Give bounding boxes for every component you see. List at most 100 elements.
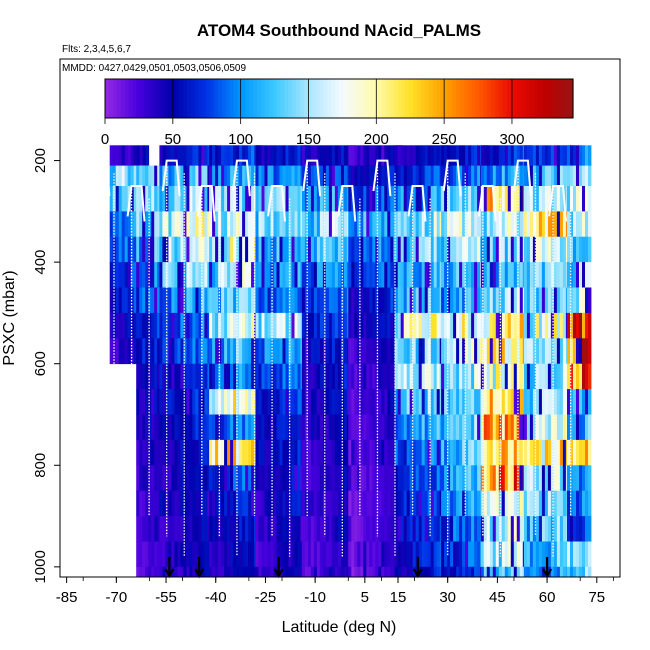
colorbar-segment	[280, 79, 285, 118]
heatmap-cell	[486, 287, 491, 314]
heatmap-cell	[279, 439, 283, 466]
heatmap-cell	[212, 211, 216, 238]
heatmap-cell	[450, 439, 454, 466]
heatmap-cell	[441, 165, 445, 187]
heatmap-cell	[189, 165, 193, 187]
heatmap-cell	[301, 516, 306, 542]
heatmap-cell	[221, 236, 225, 263]
heatmap-cell	[394, 236, 399, 263]
heatmap-cell	[171, 262, 175, 288]
heatmap-cell	[468, 541, 472, 568]
heatmap-cell	[301, 541, 306, 568]
heatmap-cell	[585, 541, 589, 568]
heatmap-cell	[331, 465, 336, 492]
heatmap-cell	[331, 439, 336, 466]
heatmap-cell	[316, 145, 321, 166]
heatmap-cell	[186, 145, 190, 166]
heatmap-cell	[142, 566, 146, 577]
heatmap-cell	[207, 186, 211, 212]
heatmap-cell	[267, 566, 271, 577]
heatmap-cell	[486, 262, 491, 288]
heatmap-cell	[192, 312, 196, 339]
heatmap-cell	[559, 566, 564, 577]
heatmap-cell	[264, 165, 268, 187]
heatmap-cell	[415, 287, 420, 314]
heatmap-cell	[118, 287, 123, 314]
heatmap-cell	[421, 541, 426, 568]
heatmap-cell	[242, 363, 246, 390]
heatmap-cell	[242, 389, 246, 415]
heatmap-cell	[307, 211, 312, 238]
heatmap-cell	[251, 165, 255, 187]
heatmap-cell	[248, 211, 252, 238]
heatmap-cell	[384, 165, 388, 187]
heatmap-cell	[400, 312, 405, 339]
heatmap-cell	[162, 566, 166, 577]
profile-segment	[372, 159, 392, 197]
heatmap-cell	[180, 414, 184, 441]
heatmap-cell	[532, 465, 537, 492]
heatmap-cell	[495, 389, 500, 415]
heatmap-cell	[513, 262, 518, 288]
heatmap-cell	[174, 566, 178, 577]
heatmap-cell	[328, 490, 333, 517]
heatmap-cell	[139, 262, 143, 288]
heatmap-cell	[218, 389, 222, 415]
heatmap-cell	[142, 211, 146, 238]
heatmap-cell	[307, 287, 312, 314]
heatmap-cell	[236, 186, 240, 212]
heatmap-cell	[177, 439, 181, 466]
heatmap-cell	[433, 490, 438, 517]
heatmap-cell	[218, 287, 222, 314]
heatmap-cell	[192, 186, 196, 212]
heatmap-cell	[523, 363, 528, 390]
heatmap-cell	[567, 490, 571, 517]
heatmap-cell	[215, 287, 219, 314]
heatmap-cell	[328, 516, 333, 542]
heatmap-cell	[453, 145, 457, 166]
heatmap-cell	[279, 165, 283, 187]
heatmap-cell	[409, 516, 414, 542]
arrow-head	[412, 568, 423, 579]
heatmap-cell	[567, 541, 571, 568]
heatmap-cell	[209, 236, 213, 263]
heatmap-cell	[489, 516, 494, 542]
heatmap-cell	[462, 414, 466, 441]
heatmap-cell	[154, 338, 158, 365]
heatmap-cell	[248, 363, 252, 390]
heatmap-cell	[430, 262, 435, 288]
heatmap-cell	[337, 389, 342, 415]
heatmap-cell	[403, 211, 408, 238]
colorbar-segment	[315, 79, 321, 118]
colorbar-segment	[401, 79, 406, 118]
heatmap-cell	[215, 186, 219, 212]
heatmap-cell	[124, 338, 129, 365]
heatmap-cell	[322, 262, 327, 288]
heatmap-cell	[495, 541, 500, 568]
heatmap-cell	[394, 490, 399, 517]
heatmap-cell	[251, 211, 255, 238]
heatmap-cell	[403, 490, 408, 517]
heatmap-cell	[573, 236, 577, 263]
heatmap-cell	[189, 414, 193, 441]
x-tick-label: -25	[255, 589, 277, 606]
heatmap-cell	[459, 439, 463, 466]
heatmap-cell	[366, 165, 370, 187]
heatmap-cell	[538, 262, 543, 288]
heatmap-cell	[436, 338, 441, 365]
heatmap-cell	[427, 262, 432, 288]
heatmap-cell	[230, 490, 234, 517]
heatmap-cell	[477, 465, 481, 492]
profile-segment	[548, 184, 568, 222]
heatmap-cell	[267, 363, 271, 390]
heatmap-cell	[224, 312, 228, 339]
heatmap-cell	[151, 541, 155, 568]
heatmap-cell	[151, 312, 155, 339]
heatmap-cell	[145, 236, 149, 263]
heatmap-cell	[319, 414, 324, 441]
heatmap-cell	[433, 541, 438, 568]
heatmap-cell	[307, 312, 312, 339]
heatmap-cell	[483, 490, 488, 517]
heatmap-cell	[492, 490, 497, 517]
heatmap-cell	[248, 516, 252, 542]
